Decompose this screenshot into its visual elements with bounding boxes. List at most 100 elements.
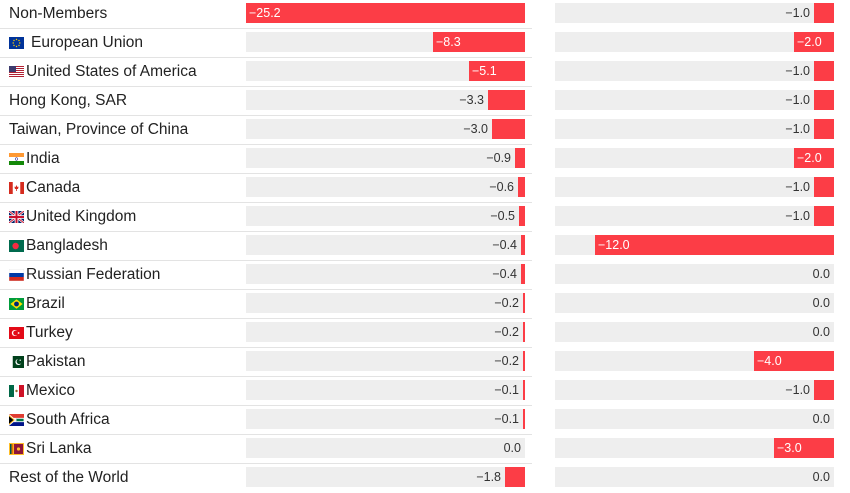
- data-label: −5.1: [472, 64, 497, 78]
- bar: [814, 380, 834, 400]
- bar: [521, 235, 525, 255]
- bar-track: −1.0: [555, 206, 834, 226]
- bar-track: −25.2: [246, 3, 525, 23]
- data-label: −1.8: [476, 470, 501, 484]
- row-label-text: United Kingdom: [26, 207, 137, 225]
- row-label: Mexico: [9, 376, 244, 405]
- data-label: 0.0: [812, 470, 830, 484]
- india-flag-icon: [9, 152, 24, 165]
- bar-track: −1.0: [555, 90, 834, 110]
- row-label: Brazil: [9, 289, 244, 318]
- bar-track: −1.8: [246, 467, 525, 487]
- table-row: Rest of the World −1.8 0.0: [0, 463, 850, 492]
- row-label: Canada: [9, 173, 244, 202]
- row-label-text: Brazil: [26, 294, 65, 312]
- data-label: −1.0: [785, 180, 810, 194]
- table-row: Canada −0.6 −1.0: [0, 173, 850, 202]
- data-label: −0.2: [494, 354, 519, 368]
- table-row: India −0.9 −2.0: [0, 144, 850, 173]
- row-divider: [0, 86, 532, 87]
- table-row: Pakistan −0.2 −4.0: [0, 347, 850, 376]
- bar: [774, 438, 834, 458]
- bar: [523, 293, 525, 313]
- row-divider: [0, 434, 532, 435]
- bar: [521, 264, 525, 284]
- table-row: Turkey −0.2 0.0: [0, 318, 850, 347]
- table-row: South Africa −0.1 0.0: [0, 405, 850, 434]
- brazil-flag-icon: [9, 297, 24, 310]
- russia-flag-icon: [9, 268, 24, 281]
- data-label: −3.0: [777, 441, 802, 455]
- bar-track: −12.0: [555, 235, 834, 255]
- bar-track: −0.4: [246, 235, 525, 255]
- row-divider: [0, 463, 532, 464]
- bar: [523, 409, 525, 429]
- bar-track: −0.4: [246, 264, 525, 284]
- bar-track: −3.3: [246, 90, 525, 110]
- data-label: −8.3: [436, 35, 461, 49]
- bar-track: −4.0: [555, 351, 834, 371]
- bar: [515, 148, 525, 168]
- row-label: Hong Kong, SAR: [9, 86, 244, 115]
- row-divider: [0, 173, 532, 174]
- table-row: Non-Members −25.2 −1.0: [0, 0, 850, 28]
- bar: [246, 3, 525, 23]
- row-label: European Union: [9, 28, 244, 57]
- bar-track: 0.0: [555, 322, 834, 342]
- bar: [523, 380, 525, 400]
- south-africa-flag-icon: [9, 413, 24, 426]
- row-label: Non-Members: [9, 0, 244, 28]
- bar-track: −2.0: [555, 32, 834, 52]
- bar-track: −1.0: [555, 177, 834, 197]
- data-label: −2.0: [797, 35, 822, 49]
- row-divider: [0, 28, 532, 29]
- bar: [519, 206, 525, 226]
- bar-track: −0.1: [246, 380, 525, 400]
- row-label-text: Turkey: [26, 323, 73, 341]
- row-label: Taiwan, Province of China: [9, 115, 244, 144]
- bar-track: 0.0: [246, 438, 525, 458]
- bar: [814, 61, 834, 81]
- data-label: −1.0: [785, 209, 810, 223]
- bar-track: −5.1: [246, 61, 525, 81]
- table-row: Brazil −0.2 0.0: [0, 289, 850, 318]
- row-label: South Africa: [9, 405, 244, 434]
- row-label: India: [9, 144, 244, 173]
- row-divider: [0, 144, 532, 145]
- data-label: −1.0: [785, 122, 810, 136]
- row-divider: [0, 376, 532, 377]
- bar-track: −3.0: [246, 119, 525, 139]
- row-divider: [0, 202, 532, 203]
- bar: [595, 235, 834, 255]
- eu-flag-icon: [9, 36, 24, 49]
- table-row: Bangladesh −0.4 −12.0: [0, 231, 850, 260]
- bar: [469, 61, 525, 81]
- row-label-text: Hong Kong, SAR: [9, 91, 128, 109]
- row-label: United Kingdom: [9, 202, 244, 231]
- data-label: 0.0: [812, 412, 830, 426]
- row-label: Sri Lanka: [9, 434, 244, 463]
- data-label: 0.0: [812, 325, 830, 339]
- bar: [814, 177, 834, 197]
- bar-track: −1.0: [555, 3, 834, 23]
- row-label: United States of America: [9, 57, 244, 86]
- table-row: Mexico −0.1 −1.0: [0, 376, 850, 405]
- data-label: −0.1: [494, 383, 519, 397]
- data-label: 0.0: [503, 441, 521, 455]
- row-label-text: Non-Members: [9, 4, 108, 22]
- bar: [523, 322, 525, 342]
- data-label: −0.6: [489, 180, 514, 194]
- table-row: United Kingdom −0.5 −1.0: [0, 202, 850, 231]
- turkey-flag-icon: [9, 326, 24, 339]
- bar-track: −1.0: [555, 119, 834, 139]
- row-label-text: South Africa: [26, 410, 110, 428]
- bar-track: −0.2: [246, 351, 525, 371]
- bar-track: −0.1: [246, 409, 525, 429]
- bar-track: −1.0: [555, 61, 834, 81]
- data-label: −1.0: [785, 6, 810, 20]
- bar: [488, 90, 525, 110]
- row-label-text: Rest of the World: [9, 468, 129, 486]
- bar-track: −2.0: [555, 148, 834, 168]
- row-divider: [0, 289, 532, 290]
- pakistan-flag-icon: [9, 355, 24, 368]
